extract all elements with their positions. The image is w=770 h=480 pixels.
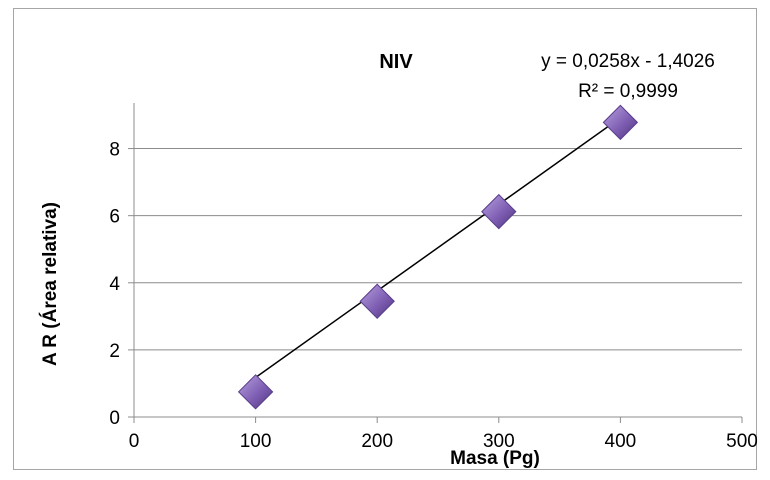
data-point-0-3 [602,104,639,141]
y-axis-label: A R (Área relativa) [39,202,61,366]
y-tick-label-2: 2 [109,341,120,362]
chart-svg: 0 2 4 6 8 0 100 200 300 400 500 NIV y = 0,0258x - … [39,51,758,469]
x-tick-label-300: 300 [483,431,515,452]
x-tick-label-100: 100 [240,431,272,452]
data-point-0-1 [359,283,395,319]
y-tick-label-0: 0 [109,408,120,429]
x-tick-label-500: 500 [726,431,758,452]
chart-frame: 0 2 4 6 8 0 100 200 300 400 500 NIV y = 0,0258x - … [13,8,758,470]
trendline-equation: y = 0,0258x - 1,4026 [541,51,715,72]
trendline-r2: R² = 0,9999 [578,81,678,102]
chart-title: NIV [379,51,413,73]
grid-layer [134,148,742,351]
trend-layer [255,117,621,379]
x-axis-label: Masa (Pg) [450,448,540,469]
y-tick-label-8: 8 [109,140,120,161]
x-tick-label-400: 400 [605,431,637,452]
ticks-layer: 0 2 4 6 8 0 100 200 300 400 500 [109,140,757,452]
points-layer [237,104,639,410]
trendline [255,117,621,379]
y-tick-label-6: 6 [109,207,120,228]
x-tick-label-200: 200 [361,431,393,452]
axes-layer [133,103,742,418]
data-point-0-0 [237,374,274,410]
y-tick-label-4: 4 [109,274,120,295]
x-tick-label-0: 0 [129,431,140,452]
data-point-0-2 [481,193,517,230]
